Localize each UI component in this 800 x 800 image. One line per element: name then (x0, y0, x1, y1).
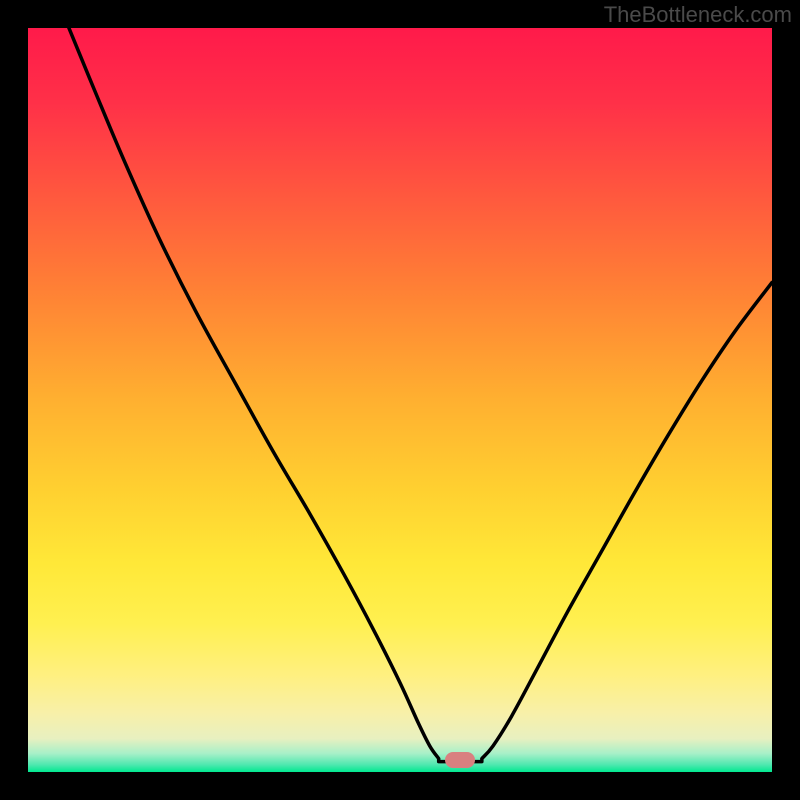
bottleneck-curve (28, 28, 772, 772)
chart-container: TheBottleneck.com (0, 0, 800, 800)
optimal-marker (445, 752, 475, 768)
plot-area (28, 28, 772, 772)
attribution-text: TheBottleneck.com (604, 2, 792, 28)
